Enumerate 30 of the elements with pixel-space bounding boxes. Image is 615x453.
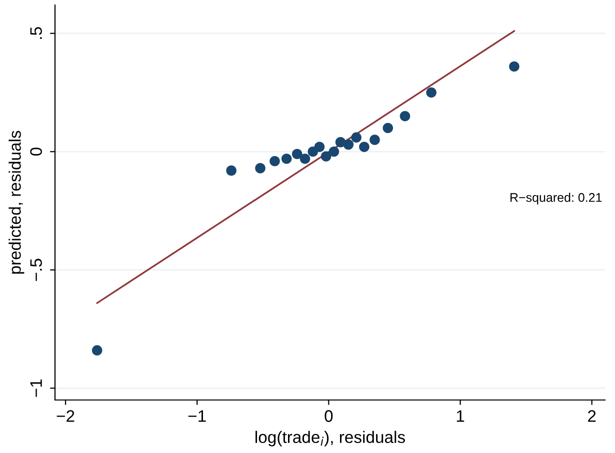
- point: [255, 163, 266, 174]
- annotation: R−squared: 0.21: [510, 192, 602, 204]
- point: [292, 148, 302, 160]
- point: [300, 154, 310, 164]
- point: [328, 146, 340, 157]
- point: [314, 142, 325, 152]
- x-axis-title: log(trade$_{i}$), residuals: [256, 430, 405, 446]
- x-tick-label: −1: [188, 410, 206, 422]
- point: [351, 132, 362, 143]
- point: [343, 139, 354, 150]
- x-tick-label: 1: [456, 410, 464, 422]
- y-axis-title: predicted, residuals: [8, 130, 24, 274]
- point: [426, 87, 436, 98]
- x-tick-label: 2: [588, 410, 596, 422]
- x-tick-label: −2: [56, 410, 74, 422]
- y-tick-label: 0: [30, 148, 42, 156]
- x-tick-label: 0: [324, 410, 333, 422]
- point: [270, 156, 280, 166]
- point: [92, 345, 102, 356]
- y-tick-label: .5: [30, 27, 42, 39]
- point: [359, 142, 370, 152]
- point: [370, 134, 380, 145]
- point: [382, 122, 394, 134]
- y-tick-label: −.5: [30, 258, 42, 281]
- point: [320, 151, 332, 162]
- point: [509, 61, 520, 72]
- y-tick-label: −1: [30, 379, 42, 397]
- point: [400, 111, 410, 122]
- point: [226, 165, 236, 176]
- point: [281, 154, 292, 164]
